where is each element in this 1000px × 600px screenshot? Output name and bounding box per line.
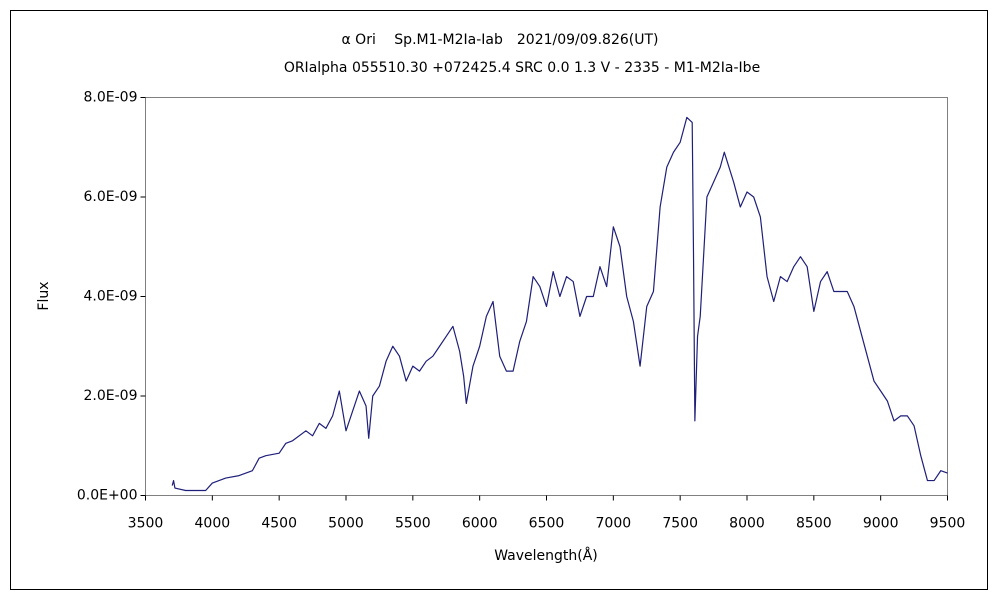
x-tick-label: 8000 (729, 516, 765, 532)
x-tick-label: 5500 (395, 516, 431, 532)
x-tick-label: 7500 (662, 516, 698, 532)
x-tick-label: 4000 (195, 516, 231, 532)
x-tick-label: 5000 (328, 516, 364, 532)
x-axis-label: Wavelength(Å) (494, 547, 598, 564)
x-tick-label: 3500 (128, 516, 164, 532)
chart-title: α Ori Sp.M1-M2Ia-Iab 2021/09/09.826(UT) (342, 32, 659, 48)
x-tick-label: 7000 (596, 516, 632, 532)
y-tick-label: 6.0E-09 (84, 189, 138, 205)
x-tick-label: 4500 (261, 516, 297, 532)
chart-border (10, 10, 988, 590)
y-tick-label: 2.0E-09 (84, 388, 138, 404)
spectrum-line (171, 116, 948, 492)
x-tick-label: 9500 (930, 516, 966, 532)
x-tick-label: 9000 (863, 516, 899, 532)
y-tick-label: 8.0E-09 (84, 90, 138, 106)
x-tick-label: 6000 (462, 516, 498, 532)
y-tick-label: 4.0E-09 (84, 289, 138, 305)
y-tick-label: 0.0E+00 (77, 488, 138, 504)
x-tick-label: 6500 (529, 516, 565, 532)
chart-subtitle: ORIalpha 055510.30 +072425.4 SRC 0.0 1.3… (284, 60, 760, 76)
y-axis-label: Flux (36, 281, 52, 310)
x-tick-label: 8500 (796, 516, 832, 532)
